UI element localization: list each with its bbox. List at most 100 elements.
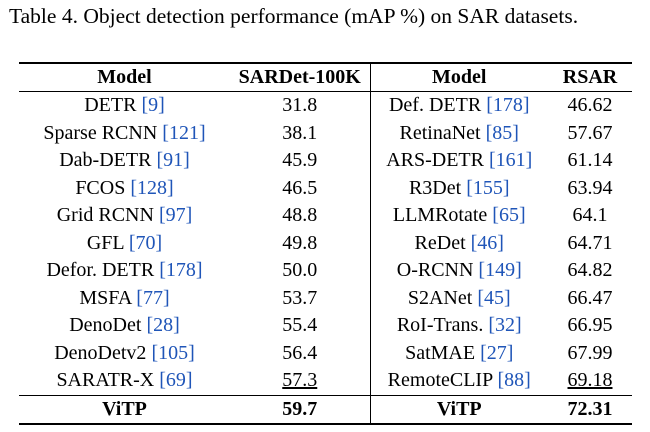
- final-model-left: ViTP: [102, 397, 147, 420]
- citation-link[interactable]: [161]: [488, 149, 533, 171]
- model-name: GFL: [86, 231, 124, 254]
- model-left-cell: FCOS [128]: [19, 175, 230, 203]
- model-left-cell: Grid RCNN [97]: [19, 202, 230, 230]
- value-left-cell: 53.7: [230, 284, 371, 312]
- map-value: 48.8: [282, 204, 318, 226]
- citation-link[interactable]: [105]: [151, 341, 195, 364]
- citation-link[interactable]: [178]: [159, 259, 203, 281]
- value-right-cell: 64.1: [548, 202, 632, 230]
- header-row: Model SARDet-100K Model RSAR: [19, 63, 632, 92]
- value-right-cell: 61.14: [548, 147, 632, 175]
- citation-link[interactable]: [28]: [146, 314, 180, 336]
- value-right-cell: 63.94: [548, 175, 632, 203]
- map-value: 49.8: [282, 231, 318, 254]
- model-right-cell: RoI-Trans. [32]: [370, 312, 548, 340]
- model-name: S2ANet: [407, 286, 473, 309]
- map-value: 53.7: [282, 286, 318, 309]
- table-row: DenoDetv2 [105] 56.4 SatMAE [27] 67.99: [19, 339, 632, 368]
- citation-link[interactable]: [128]: [130, 176, 174, 199]
- model-name: RemoteCLIP: [387, 369, 493, 391]
- table-row: SARATR-X [69] 57.3 RemoteCLIP [88] 69.18: [19, 367, 632, 395]
- citation-link[interactable]: [77]: [136, 286, 170, 309]
- table-row: GFL [70] 49.8 ReDet [46] 64.71: [19, 229, 632, 258]
- model-name: FCOS: [75, 176, 126, 199]
- value-right-cell: 67.99: [548, 340, 632, 368]
- model-left-cell: Dab-DETR [91]: [19, 147, 230, 175]
- citation-link[interactable]: [65]: [492, 204, 526, 226]
- map-value: 55.4: [282, 314, 318, 336]
- header-model-right: Model: [432, 66, 487, 88]
- value-left-cell: 45.9: [230, 147, 371, 175]
- model-left-cell: DETR [9]: [19, 92, 230, 120]
- citation-link[interactable]: [91]: [156, 149, 190, 171]
- citation-link[interactable]: [178]: [486, 94, 530, 116]
- map-value: 61.14: [567, 149, 613, 171]
- model-left-cell: Defor. DETR [178]: [19, 257, 230, 285]
- table-body: DETR [9] 31.8 Def. DETR [178] 46.62 Sparse R…: [19, 91, 632, 395]
- value-right-cell: 66.47: [548, 285, 632, 313]
- citation-link[interactable]: [46]: [470, 231, 504, 254]
- model-right-cell: SatMAE [27]: [370, 340, 548, 368]
- map-value: 57.67: [567, 121, 613, 144]
- citation-link[interactable]: [32]: [488, 314, 522, 336]
- citation-link[interactable]: [155]: [466, 176, 510, 199]
- table-row: Dab-DETR [91] 45.9 ARS-DETR [161] 61.14: [19, 147, 632, 175]
- value-left-cell: 57.3: [230, 367, 371, 395]
- model-left-cell: Sparse RCNN [121]: [19, 120, 230, 148]
- model-left-cell: SARATR-X [69]: [19, 367, 230, 395]
- value-right-cell: 64.71: [548, 230, 632, 258]
- table-row: Grid RCNN [97] 48.8 LLMRotate [65] 64.1: [19, 202, 632, 230]
- citation-link[interactable]: [88]: [497, 369, 531, 391]
- map-value: 50.0: [282, 259, 318, 281]
- table-row: Defor. DETR [178] 50.0 O-RCNN [149] 64.82: [19, 257, 632, 285]
- model-left-cell: MSFA [77]: [19, 285, 230, 313]
- citation-link[interactable]: [70]: [128, 231, 163, 254]
- citation-link[interactable]: [85]: [485, 121, 519, 144]
- map-value: 64.1: [572, 204, 608, 226]
- map-value: 66.47: [567, 286, 613, 309]
- final-model-right: ViTP: [436, 397, 482, 420]
- table-row: MSFA [77] 53.7 S2ANet [45] 66.47: [19, 284, 632, 313]
- model-right-cell: ReDet [46]: [370, 230, 548, 258]
- citation-link[interactable]: [121]: [162, 121, 206, 144]
- citation-link[interactable]: [27]: [480, 341, 514, 364]
- model-name: LLMRotate: [392, 204, 488, 226]
- table-caption: Table 4. Object detection performance (m…: [9, 4, 579, 28]
- map-value: 38.1: [282, 121, 318, 144]
- map-value: 56.4: [282, 341, 318, 364]
- model-name: DenoDetv2: [54, 341, 147, 364]
- map-value: 66.95: [567, 314, 613, 336]
- model-name: SatMAE: [405, 341, 476, 364]
- map-value: 64.82: [567, 259, 613, 281]
- results-table: Model SARDet-100K Model RSAR DETR [9] 31.…: [19, 62, 632, 425]
- final-value-right: 72.31: [567, 397, 613, 420]
- value-left-cell: 38.1: [230, 119, 371, 147]
- citation-link[interactable]: [45]: [477, 286, 511, 309]
- map-value: 45.9: [282, 149, 318, 171]
- model-right-cell: R3Det [155]: [370, 175, 548, 203]
- value-left-cell: 50.0: [230, 257, 371, 285]
- header-rsar: RSAR: [562, 66, 618, 88]
- citation-link[interactable]: [69]: [159, 369, 193, 391]
- model-name: Grid RCNN: [56, 204, 154, 226]
- value-left-cell: 56.4: [230, 339, 371, 367]
- model-name: RoI-Trans.: [396, 314, 484, 336]
- value-right-cell: 46.62: [548, 92, 632, 120]
- citation-link[interactable]: [9]: [141, 94, 165, 116]
- citation-link[interactable]: [97]: [158, 204, 193, 226]
- model-name: ReDet: [414, 231, 466, 254]
- final-value-left: 59.7: [230, 395, 371, 424]
- model-right-cell: O-RCNN [149]: [370, 257, 548, 285]
- map-value: 63.94: [567, 176, 613, 199]
- citation-link[interactable]: [149]: [478, 259, 522, 281]
- model-name: Dab-DETR: [59, 149, 152, 171]
- value-left-cell: 55.4: [230, 312, 371, 340]
- table-row: FCOS [128] 46.5 R3Det [155] 63.94: [19, 174, 632, 203]
- model-name: R3Det: [408, 176, 462, 199]
- map-value: 46.62: [567, 94, 613, 116]
- model-right-cell: S2ANet [45]: [370, 285, 548, 313]
- model-name: MSFA: [79, 286, 132, 309]
- map-value: 46.5: [282, 176, 318, 199]
- model-name: RetinaNet: [399, 121, 481, 144]
- value-right-cell: 57.67: [548, 120, 632, 148]
